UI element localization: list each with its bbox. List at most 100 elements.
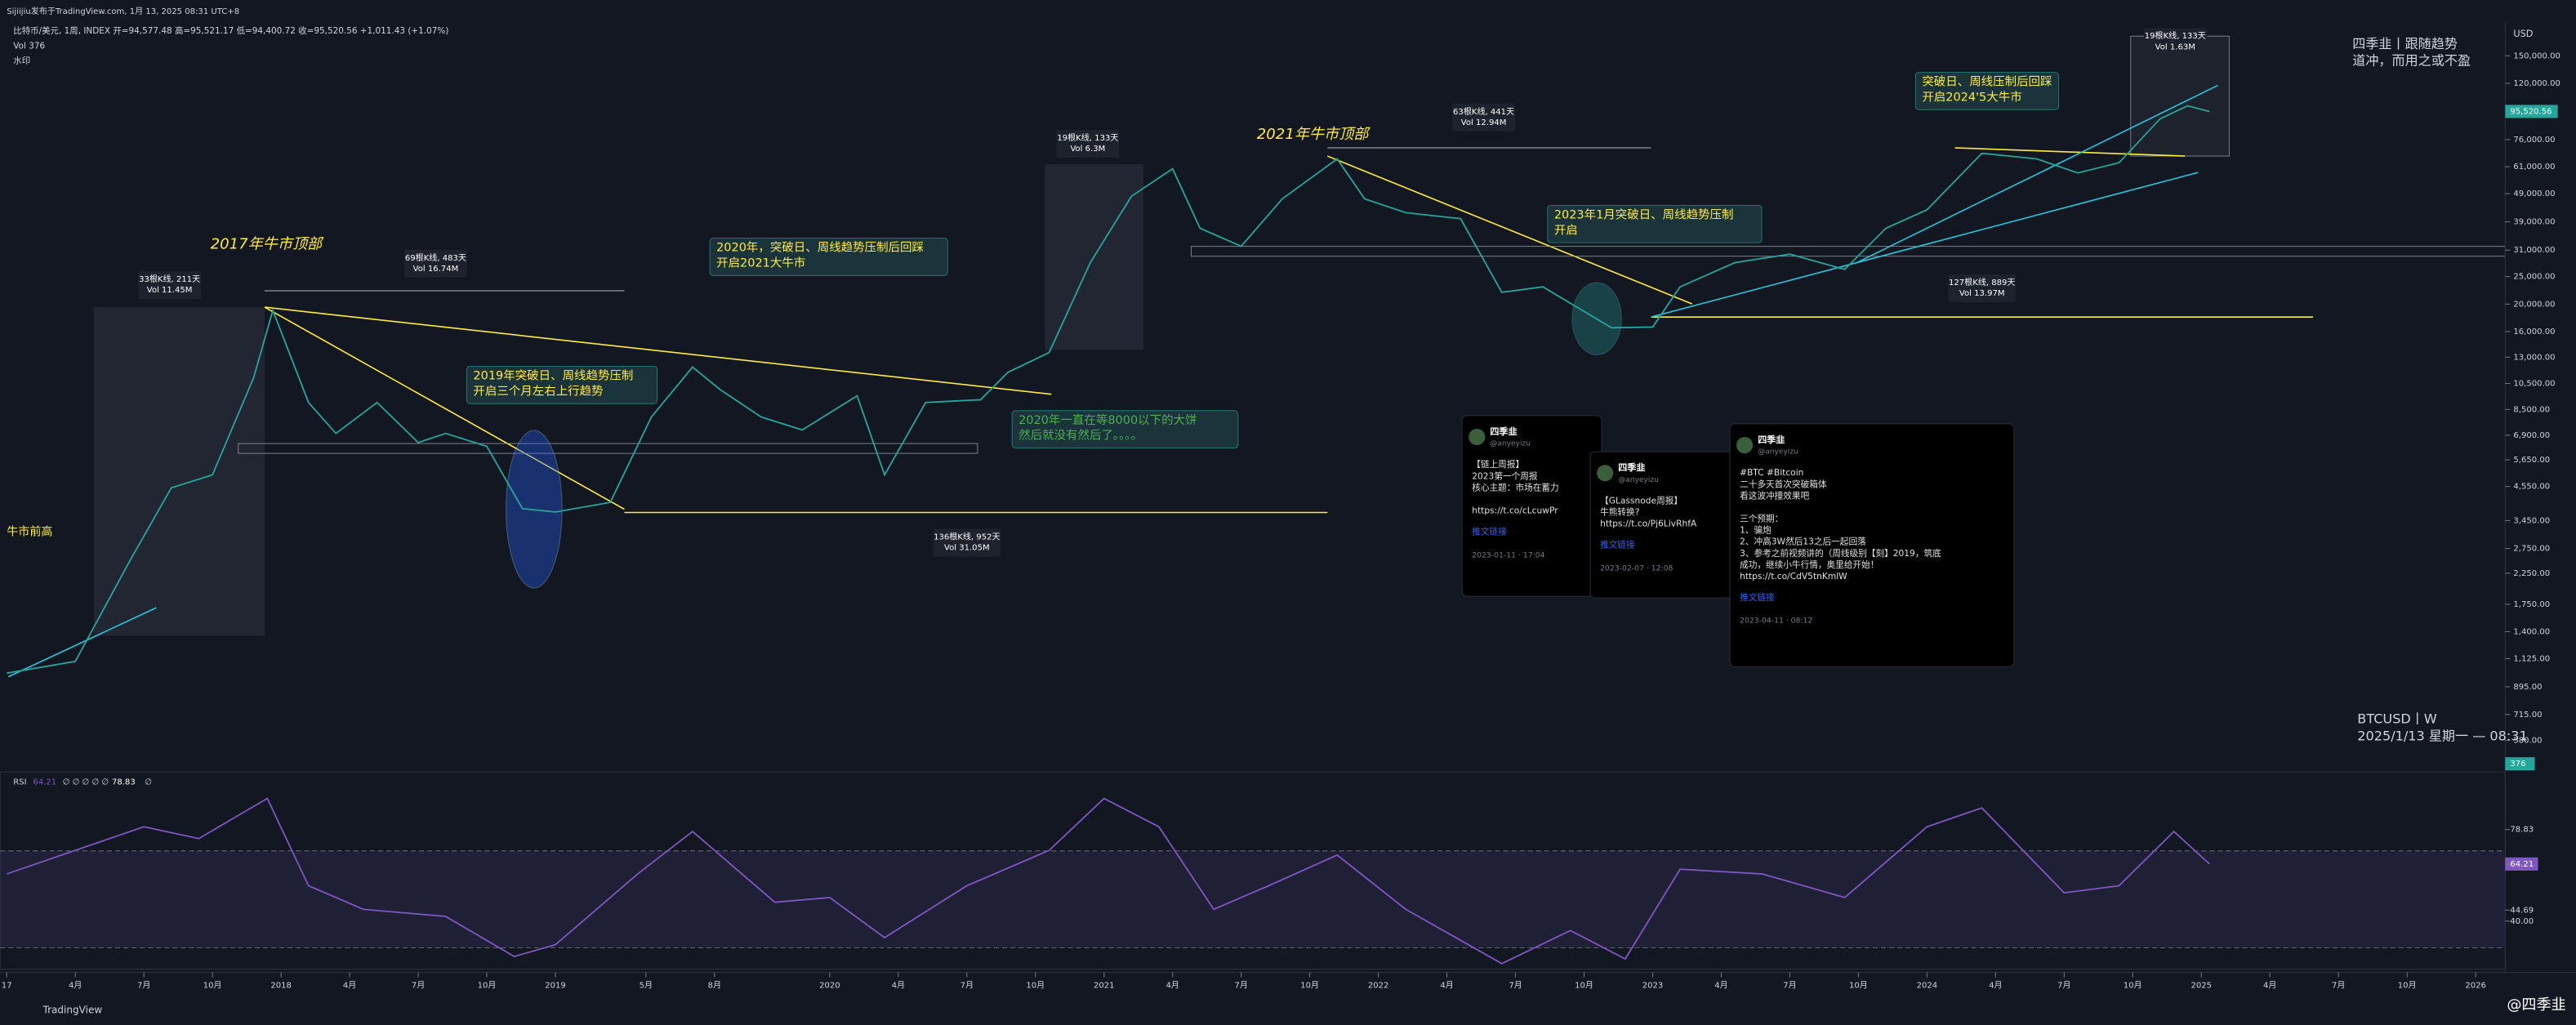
time-tick-label: 4月 — [1714, 981, 1727, 991]
time-tick-label: 17 — [2, 982, 12, 991]
price-tick-label: 2,750.00 — [2513, 545, 2550, 554]
tweet-line: 三个预期： — [1740, 514, 1783, 524]
rsi-max: 78.83 — [112, 778, 136, 787]
time-tick-label: 2025 — [2190, 982, 2212, 991]
rsi-tick-label: 40.00 — [2510, 917, 2534, 926]
tweet-card: 四季韭 @anyeyizu #BTC #Bitcoin二十多天首次突破箱体看这波冲撞… — [1729, 423, 2015, 668]
tweet-link[interactable]: 推文链接 — [1740, 592, 1775, 603]
tweet-line: 2023第一个周报 — [1472, 470, 1538, 481]
price-tick-label: 13,000.00 — [2513, 353, 2555, 362]
annotation-text: 开启 — [1554, 223, 1578, 237]
tweet-card: 四季韭 @anyeyizu 【GLassnode周报】牛熊转换? https://t.… — [1589, 451, 1739, 599]
annotation-text: Vol 12.94M — [1461, 118, 1507, 127]
rsi-tick-label: 44.69 — [2510, 906, 2534, 915]
annotation-box — [933, 528, 1001, 557]
annotation-text: Vol 11.45M — [147, 286, 193, 295]
tweet-link[interactable]: 推文链接 — [1472, 527, 1507, 537]
annotation-text: 2023年1月突破日、周线趋势压制 — [1554, 207, 1734, 221]
tweet-name: 四季韭 — [1490, 426, 1517, 437]
time-tick-label: 10月 — [2124, 981, 2142, 991]
tweet-line: 牛熊转换? — [1600, 506, 1639, 517]
annotation-text: Vol 6.3M — [1070, 145, 1105, 154]
annotation-text: 2019年突破日、周线趋势压制 — [473, 369, 633, 383]
price-tick-label: 49,000.00 — [2513, 189, 2555, 198]
time-tick-label: 5月 — [640, 981, 653, 991]
annotation-text: 2025/1/13 星期一 — 08:31 — [2357, 728, 2527, 743]
time-tick-label: 8月 — [708, 981, 721, 991]
price-tick-label: 2,250.00 — [2513, 569, 2550, 578]
time-tick-label: 7月 — [412, 981, 425, 991]
tweet-line: 二十多天首次突破箱体 — [1740, 479, 1827, 489]
time-tick-label: 2023 — [1642, 982, 1664, 991]
annotation-text: 道冲，而用之或不盈 — [2352, 53, 2471, 69]
annotation-box — [709, 238, 948, 276]
volume-info: Vol 376 — [13, 41, 45, 51]
rsi-current-marker — [2505, 857, 2538, 871]
annotation-text: Vol 31.05M — [944, 544, 990, 553]
annotation-box — [2143, 28, 2207, 56]
time-tick-label: 4月 — [2263, 981, 2276, 991]
tweet-line: 成功，继续小牛行情，奥里给开始！ — [1740, 559, 1879, 570]
time-tick-label: 10月 — [478, 981, 497, 991]
annotation-text: 127根K线, 889天 — [1949, 277, 2015, 287]
drawings — [0, 23, 2576, 974]
annotation: 2021年牛市顶部 — [1257, 126, 1370, 143]
time-tick-label: 2018 — [270, 982, 292, 991]
annotation-text: 2020年，突破日、周线趋势压制后回踩 — [716, 241, 924, 255]
last-price-marker — [2505, 105, 2558, 118]
price-tick-label: 10,500.00 — [2513, 380, 2555, 389]
time-tick-label: 4月 — [1989, 981, 2002, 991]
time-tick-label: 10月 — [2398, 981, 2417, 991]
annotation-text: 136根K线, 952天 — [934, 532, 1000, 542]
annotation-text: 2020年一直在等8000以下的大饼 — [1018, 412, 1197, 427]
price-tick-label: 16,000.00 — [2513, 328, 2555, 336]
annotation: 19根K线, 133天 Vol 6.3M — [1056, 129, 1120, 158]
price-tick-label: 3,450.00 — [2513, 516, 2550, 525]
last-volume-label: 376 — [2510, 760, 2525, 769]
rsi-line — [6, 797, 2210, 965]
annotation-box — [403, 249, 467, 278]
annotation-text: 33根K线, 211天 — [139, 274, 200, 284]
tweet-line: 1、骗炮 — [1740, 525, 1772, 536]
price-tick-label: 1,750.00 — [2513, 600, 2550, 609]
rsi-current: 64.21 — [33, 778, 56, 787]
price-tick-label: 895.00 — [2513, 683, 2542, 692]
rsi-tick-label: 64.21 — [2510, 860, 2534, 869]
tweet-line: 核心主题：市场在蓄力 — [1472, 482, 1558, 492]
avatar — [1468, 428, 1486, 446]
time-tick-label: 10月 — [1849, 981, 1868, 991]
annotation: 69根K线, 483天 Vol 16.74M — [403, 249, 467, 278]
rsi-tick-label: 78.83 — [2510, 826, 2534, 835]
tweet-time: 2023-01-11 · 17:04 — [1472, 550, 1544, 559]
tweet-handle: @anyeyizu — [1618, 476, 1659, 484]
annotation-box — [466, 366, 658, 404]
annotation-box — [1056, 129, 1120, 158]
price-tick-label: 120,000.00 — [2513, 79, 2560, 88]
annotation: BTCUSD丨W 2025/1/13 星期一 — 08:31 — [2357, 711, 2527, 743]
time-tick-label: 2020 — [819, 982, 840, 991]
annotation-text: 19根K线, 133天 — [1057, 132, 1118, 143]
annotation-text: BTCUSD丨W — [2357, 711, 2437, 726]
watermark: 水印 — [13, 56, 30, 65]
last-price-label: 95,520.56 — [2510, 107, 2551, 116]
last-volume-marker — [2505, 757, 2535, 771]
tweet-time: 2023-04-11 · 08:12 — [1740, 617, 1812, 626]
time-tick-label: 7月 — [1234, 981, 1247, 991]
time-tick-label: 2024 — [1917, 982, 1938, 991]
tweet-handle: @anyeyizu — [1758, 448, 1798, 457]
tweet-link[interactable]: 推文链接 — [1600, 540, 1635, 550]
rsi-null: ∅ — [145, 778, 152, 787]
time-tick-label: 7月 — [1509, 981, 1522, 991]
rsi-params: ∅ ∅ ∅ ∅ ∅ — [63, 778, 109, 787]
price-tick-label: 25,000.00 — [2513, 273, 2555, 282]
annotation-box — [1452, 103, 1516, 131]
annotation-box — [1011, 410, 1239, 448]
price-tick-label: 150,000.00 — [2513, 51, 2560, 60]
annotation-text: 63根K线, 441天 — [1453, 106, 1514, 117]
